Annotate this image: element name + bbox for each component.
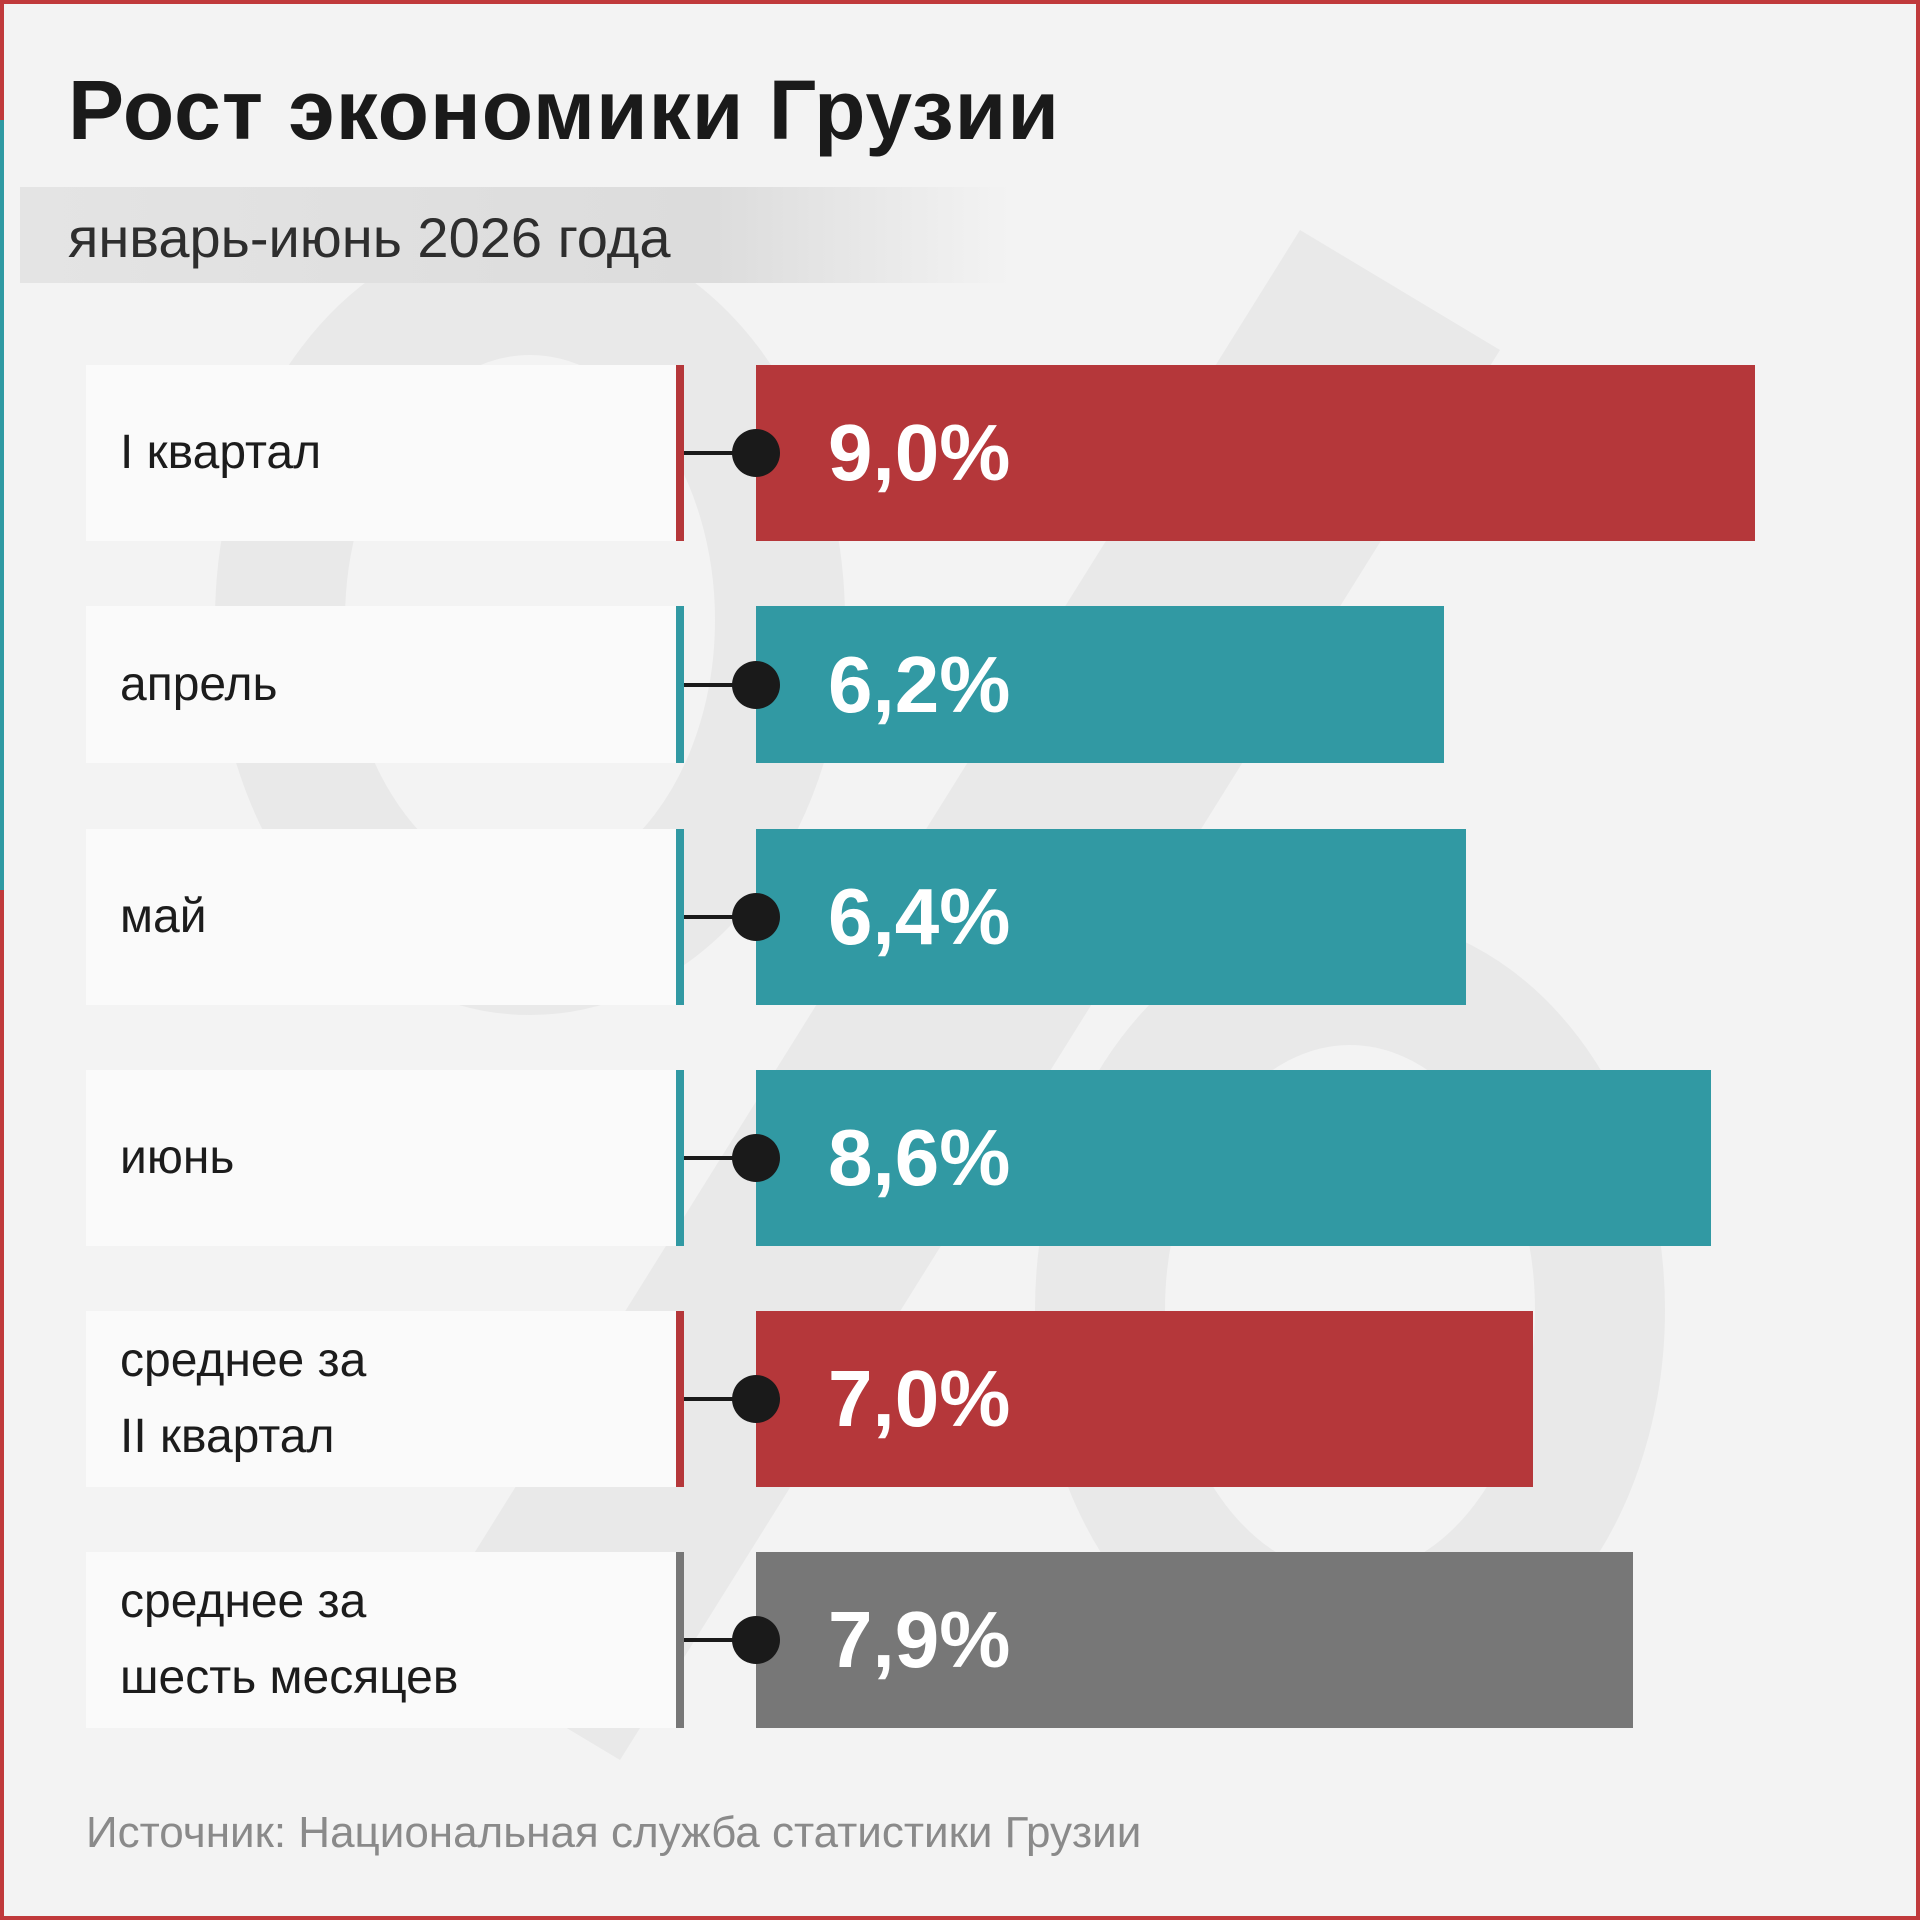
connector-dot	[732, 660, 780, 709]
source-note: Источник: Национальная служба статистики…	[86, 1808, 1142, 1857]
bar-value-label: 9,0%	[828, 408, 1011, 497]
category-label-box: среднее за шесть месяцев	[86, 1552, 676, 1728]
frame-right	[1916, 0, 1920, 1920]
category-accent	[676, 606, 684, 763]
connector-dot	[732, 1616, 780, 1664]
connector-line	[684, 915, 756, 919]
connector-line	[684, 1156, 756, 1160]
category-label-box: май	[86, 829, 676, 1005]
connector-line	[684, 451, 756, 455]
category-label: апрель	[120, 647, 666, 723]
frame-bottom	[0, 1916, 1920, 1920]
connector-dot	[732, 429, 780, 477]
frame-left-red	[0, 0, 4, 120]
category-label-line: май	[120, 890, 207, 943]
category-label-line: апрель	[120, 657, 278, 711]
chart-title: Рост экономики Грузии	[68, 63, 1060, 157]
frame-left-teal	[0, 120, 4, 890]
category-label-line: II квартал	[120, 1410, 335, 1463]
category-label: среднее за шесть месяцев	[120, 1564, 666, 1716]
category-accent	[676, 829, 684, 1005]
chart-subtitle: январь-июнь 2026 года	[68, 206, 671, 269]
bar: 6,2%	[756, 606, 1444, 763]
category-label-line: I квартал	[120, 426, 322, 479]
category-label-box: I квартал	[86, 365, 676, 541]
bar: 6,4%	[756, 829, 1466, 1005]
bar: 7,9%	[756, 1552, 1633, 1728]
category-accent	[676, 1311, 684, 1487]
connector-dot	[732, 1134, 780, 1182]
connector-dot	[732, 1375, 780, 1423]
connector-line	[684, 1397, 756, 1401]
bar-value-label: 7,0%	[828, 1354, 1011, 1443]
category-accent	[676, 1552, 684, 1728]
subtitle-band	[20, 187, 1010, 283]
category-label: май	[120, 879, 666, 955]
category-label: июнь	[120, 1120, 666, 1196]
category-label-line: шесть месяцев	[120, 1651, 459, 1704]
bar: 7,0%	[756, 1311, 1533, 1487]
frame-top	[0, 0, 1920, 4]
category-label-box: среднее за II квартал	[86, 1311, 676, 1487]
category-label: I квартал	[120, 415, 666, 491]
category-label-line: июнь	[120, 1131, 235, 1184]
bar: 9,0%	[756, 365, 1755, 541]
bar-value-label: 6,4%	[828, 872, 1011, 961]
category-accent	[676, 1070, 684, 1246]
connector-line	[684, 682, 756, 687]
bar-value-label: 6,2%	[828, 639, 1011, 729]
category-label-box: апрель	[86, 606, 676, 763]
bar-value-label: 7,9%	[828, 1595, 1011, 1684]
category-label-line: среднее за	[120, 1334, 367, 1387]
frame-left-red-lower	[0, 890, 4, 1920]
connector-dot	[732, 893, 780, 941]
bar: 8,6%	[756, 1070, 1711, 1246]
connector-line	[684, 1638, 756, 1642]
category-label-line: среднее за	[120, 1575, 367, 1628]
category-label: среднее за II квартал	[120, 1323, 666, 1475]
category-label-box: июнь	[86, 1070, 676, 1246]
category-accent	[676, 365, 684, 541]
bar-value-label: 8,6%	[828, 1113, 1011, 1202]
